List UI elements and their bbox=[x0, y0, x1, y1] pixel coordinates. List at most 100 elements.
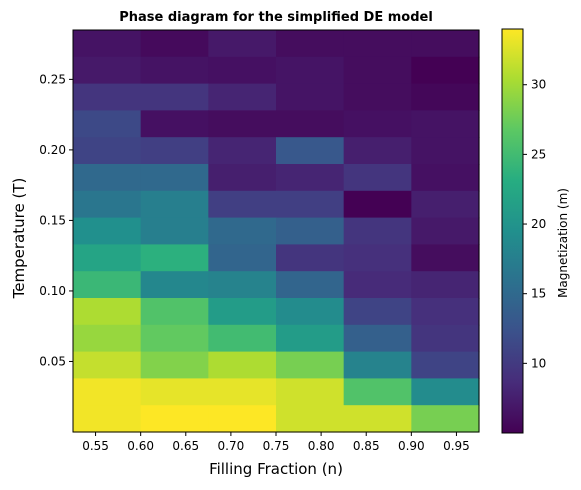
heatmap-cells bbox=[73, 30, 480, 433]
heatmap-cell bbox=[344, 30, 412, 57]
x-tick-label: 0.95 bbox=[443, 439, 470, 453]
heatmap-cell bbox=[411, 325, 479, 352]
heatmap-cell bbox=[141, 137, 209, 164]
heatmap-cell bbox=[344, 378, 412, 405]
heatmap-cell bbox=[208, 352, 276, 379]
heatmap-cell bbox=[141, 298, 209, 325]
x-axis-ticks: 0.55 0.60 0.65 0.70 0.75 0.80 0.85 0.90 0.95 bbox=[82, 432, 470, 453]
heatmap-cell bbox=[73, 325, 141, 352]
heatmap-cell bbox=[73, 57, 141, 84]
heatmap-cell bbox=[208, 244, 276, 271]
heatmap-cell bbox=[208, 164, 276, 191]
y-axis-ticks: 0.05 0.10 0.15 0.20 0.25 bbox=[39, 72, 73, 368]
heatmap-cell bbox=[344, 244, 412, 271]
colorbar bbox=[502, 29, 523, 433]
heatmap-cell bbox=[141, 325, 209, 352]
heatmap-cell bbox=[411, 298, 479, 325]
heatmap-cell bbox=[344, 298, 412, 325]
heatmap-cell bbox=[73, 110, 141, 137]
x-tick-label: 0.55 bbox=[82, 439, 109, 453]
heatmap-cell bbox=[276, 325, 344, 352]
heatmap-cell bbox=[411, 218, 479, 245]
heatmap-cell bbox=[411, 271, 479, 298]
heatmap-cell bbox=[73, 271, 141, 298]
heatmap-cell bbox=[141, 84, 209, 111]
colorbar-ticks: 10 15 20 25 30 bbox=[523, 78, 546, 371]
heatmap-cell bbox=[208, 191, 276, 218]
heatmap-cell bbox=[141, 110, 209, 137]
heatmap-cell bbox=[411, 191, 479, 218]
heatmap-cell bbox=[141, 352, 209, 379]
heatmap-cell bbox=[208, 405, 276, 432]
heatmap-cell bbox=[73, 405, 141, 432]
heatmap-cell bbox=[73, 244, 141, 271]
heatmap-cell bbox=[344, 218, 412, 245]
x-tick-label: 0.85 bbox=[353, 439, 380, 453]
heatmap-cell bbox=[276, 352, 344, 379]
y-tick-label: 0.05 bbox=[39, 354, 66, 368]
heatmap-cell bbox=[411, 137, 479, 164]
heatmap-cell bbox=[208, 298, 276, 325]
colorbar-tick-label: 20 bbox=[531, 217, 546, 231]
colorbar-tick-label: 10 bbox=[531, 356, 546, 370]
heatmap-cell bbox=[344, 405, 412, 432]
y-axis-label: Temperature (T) bbox=[10, 178, 28, 300]
heatmap-cell bbox=[141, 30, 209, 57]
colorbar-tick-label: 15 bbox=[531, 287, 546, 301]
heatmap-cell bbox=[141, 378, 209, 405]
heatmap-cell bbox=[276, 378, 344, 405]
heatmap-cell bbox=[208, 84, 276, 111]
heatmap-cell bbox=[344, 352, 412, 379]
heatmap-cell bbox=[141, 191, 209, 218]
heatmap-cell bbox=[411, 164, 479, 191]
heatmap-cell bbox=[344, 271, 412, 298]
heatmap-cell bbox=[73, 378, 141, 405]
heatmap-cell bbox=[411, 405, 479, 432]
heatmap-cell bbox=[208, 57, 276, 84]
heatmap-cell bbox=[276, 244, 344, 271]
y-tick-label: 0.10 bbox=[39, 284, 66, 298]
y-tick-label: 0.20 bbox=[39, 143, 66, 157]
heatmap-cell bbox=[276, 110, 344, 137]
heatmap-cell bbox=[276, 57, 344, 84]
heatmap-cell bbox=[411, 352, 479, 379]
heatmap-cell bbox=[344, 164, 412, 191]
heatmap-cell bbox=[73, 164, 141, 191]
heatmap-cell bbox=[73, 30, 141, 57]
heatmap-cell bbox=[208, 271, 276, 298]
heatmap-cell bbox=[141, 218, 209, 245]
heatmap-cell bbox=[73, 137, 141, 164]
heatmap-cell bbox=[411, 84, 479, 111]
heatmap-cell bbox=[344, 191, 412, 218]
heatmap-cell bbox=[208, 30, 276, 57]
heatmap-cell bbox=[208, 325, 276, 352]
y-tick-label: 0.15 bbox=[39, 213, 66, 227]
heatmap-cell bbox=[276, 164, 344, 191]
heatmap-cell bbox=[276, 298, 344, 325]
x-axis-label: Filling Fraction (n) bbox=[209, 460, 343, 478]
heatmap-cell bbox=[73, 218, 141, 245]
heatmap-cell bbox=[411, 57, 479, 84]
y-tick-label: 0.25 bbox=[39, 72, 66, 86]
heatmap-cell bbox=[208, 137, 276, 164]
heatmap-cell bbox=[73, 352, 141, 379]
x-tick-label: 0.70 bbox=[218, 439, 245, 453]
heatmap-cell bbox=[276, 218, 344, 245]
heatmap-cell bbox=[141, 57, 209, 84]
heatmap-cell bbox=[141, 405, 209, 432]
heatmap-cell bbox=[208, 378, 276, 405]
x-tick-label: 0.90 bbox=[398, 439, 425, 453]
x-tick-label: 0.80 bbox=[308, 439, 335, 453]
colorbar-tick-label: 30 bbox=[531, 78, 546, 92]
heatmap-cell bbox=[344, 110, 412, 137]
heatmap-cell bbox=[276, 191, 344, 218]
heatmap-cell bbox=[344, 57, 412, 84]
x-tick-label: 0.75 bbox=[263, 439, 290, 453]
heatmap-cell bbox=[141, 271, 209, 298]
heatmap-cell bbox=[276, 137, 344, 164]
heatmap-cell bbox=[141, 164, 209, 191]
colorbar-tick-label: 25 bbox=[531, 147, 546, 161]
heatmap-cell bbox=[141, 244, 209, 271]
heatmap-cell bbox=[208, 218, 276, 245]
